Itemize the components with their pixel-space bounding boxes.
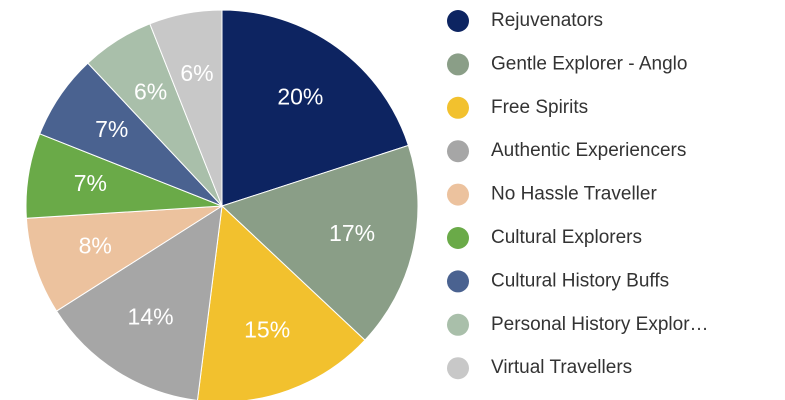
legend-label: Cultural History Buffs [491,270,669,291]
slice-label: 6% [134,79,167,105]
slice-label: 14% [128,304,174,330]
slice-label: 7% [95,116,128,142]
pie-slice [221,9,410,207]
legend-swatch [447,140,469,163]
legend-label: No Hassle Traveller [491,184,657,205]
slice-label: 17% [329,220,375,246]
legend-swatch [447,96,469,119]
legend-label: Free Spirits [491,97,588,118]
legend-label: Personal History Explor… [491,314,709,335]
pie-slice [149,9,223,207]
slice-label: 15% [244,316,290,342]
slice-label: 8% [79,232,112,258]
legend-swatch [447,53,469,76]
legend-label: Virtual Travellers [491,357,632,378]
slice-label: 7% [74,170,107,196]
legend-swatch [447,357,469,380]
pie-slice [55,205,223,400]
pie-slice [196,204,366,400]
legend-label: Rejuvenators [491,10,603,31]
legend-swatch [447,10,469,32]
legend-swatch [447,227,469,249]
slice-label: 6% [180,60,213,86]
pie-slice [221,144,419,341]
legend-label: Authentic Experiencers [491,140,686,161]
legend-swatch [447,183,469,206]
pie-slice [25,205,223,312]
legend-label: Cultural Explorers [491,227,642,248]
slice-label: 20% [277,83,323,109]
legend-label: Gentle Explorer - Anglo [491,53,687,74]
legend-swatch [447,313,469,336]
legend-swatch [447,270,469,293]
